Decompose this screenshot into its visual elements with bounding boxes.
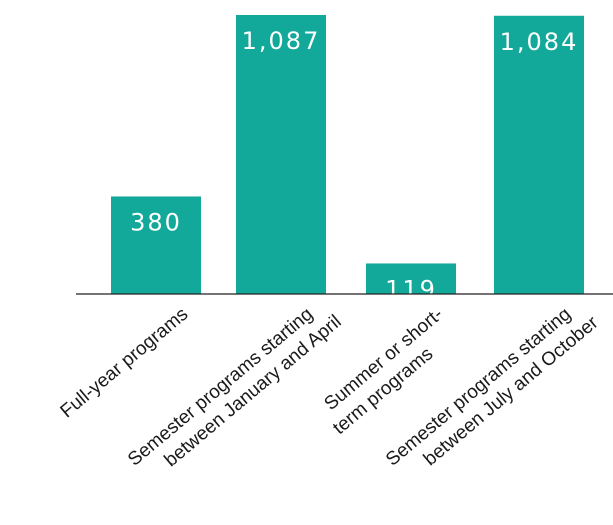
bar-3	[494, 15, 584, 294]
bar-value-label-0: 380	[130, 208, 182, 236]
category-label-0: Full-year programs	[57, 304, 193, 423]
bar-value-label-3: 1,084	[500, 28, 579, 56]
category-label-3-line-1: between July and October	[420, 312, 603, 470]
bar-value-label-1: 1,087	[242, 27, 321, 55]
category-label-1-line-1: between January and April	[161, 311, 346, 471]
bar-2	[366, 263, 456, 294]
bar-value-label-2: 119	[385, 275, 437, 303]
bar-1	[236, 15, 326, 294]
bar-0	[111, 196, 201, 294]
category-label-0-line-0: Full-year programs	[57, 304, 193, 423]
